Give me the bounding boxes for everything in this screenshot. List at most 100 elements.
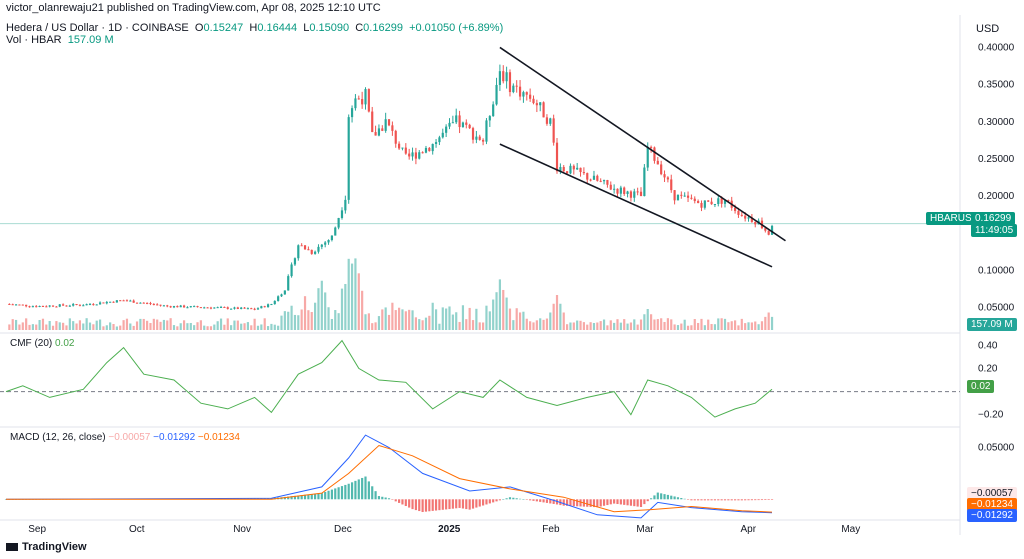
volume-bar (327, 307, 330, 330)
price-axis-tick: 0.25000 (978, 154, 1015, 165)
candle-body (253, 308, 256, 310)
volume-bar (740, 318, 743, 330)
volume-bar (411, 310, 414, 330)
macd-histogram-bar (542, 499, 545, 503)
candle-body (448, 122, 451, 127)
macd-histogram-bar (619, 499, 622, 505)
macd-histogram-bar (713, 499, 717, 501)
volume-bar (129, 323, 132, 330)
volume-bar (646, 309, 649, 330)
candle-body (629, 191, 633, 198)
macd-histogram-bar (569, 499, 572, 506)
candle-body (324, 242, 327, 245)
volume-bar (213, 324, 216, 330)
macd-histogram-bar (616, 499, 619, 505)
macd-histogram-bar (663, 494, 666, 500)
macd-histogram-bar (350, 482, 354, 500)
macd-histogram-bar (421, 499, 424, 513)
volume-bar (394, 310, 397, 330)
volume-bar (653, 319, 656, 330)
candle-body (31, 306, 34, 308)
volume-bar (518, 312, 522, 330)
candle-body (65, 305, 68, 307)
macd-histogram-bar (639, 499, 643, 508)
volume-bar (754, 321, 757, 330)
candle-body (707, 200, 710, 202)
candle-body (330, 235, 333, 241)
macd-histogram-bar (387, 498, 391, 500)
volume-bar (246, 322, 250, 330)
macd-histogram-bar (730, 499, 733, 501)
volume-legend-value: 157.09 M (67, 34, 114, 46)
volume-bar (65, 325, 68, 330)
volume-bar (367, 313, 370, 330)
volume-bar (159, 321, 162, 330)
volume-bar (82, 323, 85, 330)
candle-body (236, 307, 239, 309)
volume-bar (693, 319, 696, 330)
volume-bar (139, 318, 142, 330)
volume-bar (468, 307, 471, 330)
candle-body (381, 128, 384, 131)
macd-histogram-bar (461, 499, 465, 509)
candle-body (344, 199, 347, 211)
candle-body (545, 117, 549, 124)
candle-body (266, 304, 270, 308)
volume-bar (314, 302, 317, 330)
candle-body (495, 84, 498, 105)
low-value: 0.15090 (309, 22, 350, 34)
macd-histogram-bar (629, 499, 633, 506)
macd-histogram-bar (498, 499, 501, 501)
macd-histogram-bar (733, 499, 737, 501)
macd-histogram-bar (680, 498, 683, 500)
macd-histogram-bar (354, 480, 357, 500)
volume-bar (361, 290, 364, 330)
candle-body (518, 86, 522, 97)
volume-bar (112, 324, 115, 330)
volume-bar (51, 325, 55, 330)
volume-bar (193, 325, 196, 330)
candle-body (592, 175, 596, 180)
time-axis-tick: Apr (741, 524, 757, 535)
macd-histogram-bar (720, 499, 723, 501)
volume-bar (727, 322, 730, 330)
candle-body (408, 153, 411, 157)
candle-body (451, 122, 454, 124)
candle-body (159, 304, 162, 306)
volume-bar (18, 324, 21, 330)
macd-histogram-bar (344, 484, 347, 500)
candle-body (18, 304, 21, 306)
macd-histogram-bar (764, 499, 767, 500)
macd-histogram-bar (418, 499, 421, 512)
volume-bar (88, 322, 92, 330)
open-label: O (194, 22, 204, 34)
macd-line-value: −0.01292 (153, 432, 198, 443)
volume-bar (545, 318, 549, 330)
volume-bar (132, 325, 135, 330)
volume-bar (599, 321, 602, 330)
macd-histogram-bar (300, 495, 303, 500)
volume-bar (109, 322, 112, 330)
candle-body (441, 132, 444, 138)
candle-body (683, 195, 686, 197)
candle-body (713, 203, 717, 205)
cmf-axis-tick: −0.20 (978, 410, 1004, 421)
volume-bar (485, 305, 488, 330)
volume-bar (85, 318, 88, 330)
volume-bar (596, 322, 599, 330)
price-axis-tick: 0.20000 (978, 191, 1015, 202)
volume-bar (636, 324, 639, 330)
high-label: H (249, 22, 258, 34)
candle-body (646, 146, 649, 168)
volume-bar (623, 319, 626, 330)
candle-body (78, 304, 82, 306)
candle-body (633, 191, 636, 198)
volume-bar (263, 318, 266, 330)
macd-histogram-bar (586, 499, 589, 507)
price-axis-tick: 0.05000 (978, 303, 1015, 314)
volume-bar (146, 320, 149, 330)
volume-bar (770, 316, 774, 330)
macd-histogram-bar (633, 499, 636, 507)
volume-bar (555, 295, 559, 330)
